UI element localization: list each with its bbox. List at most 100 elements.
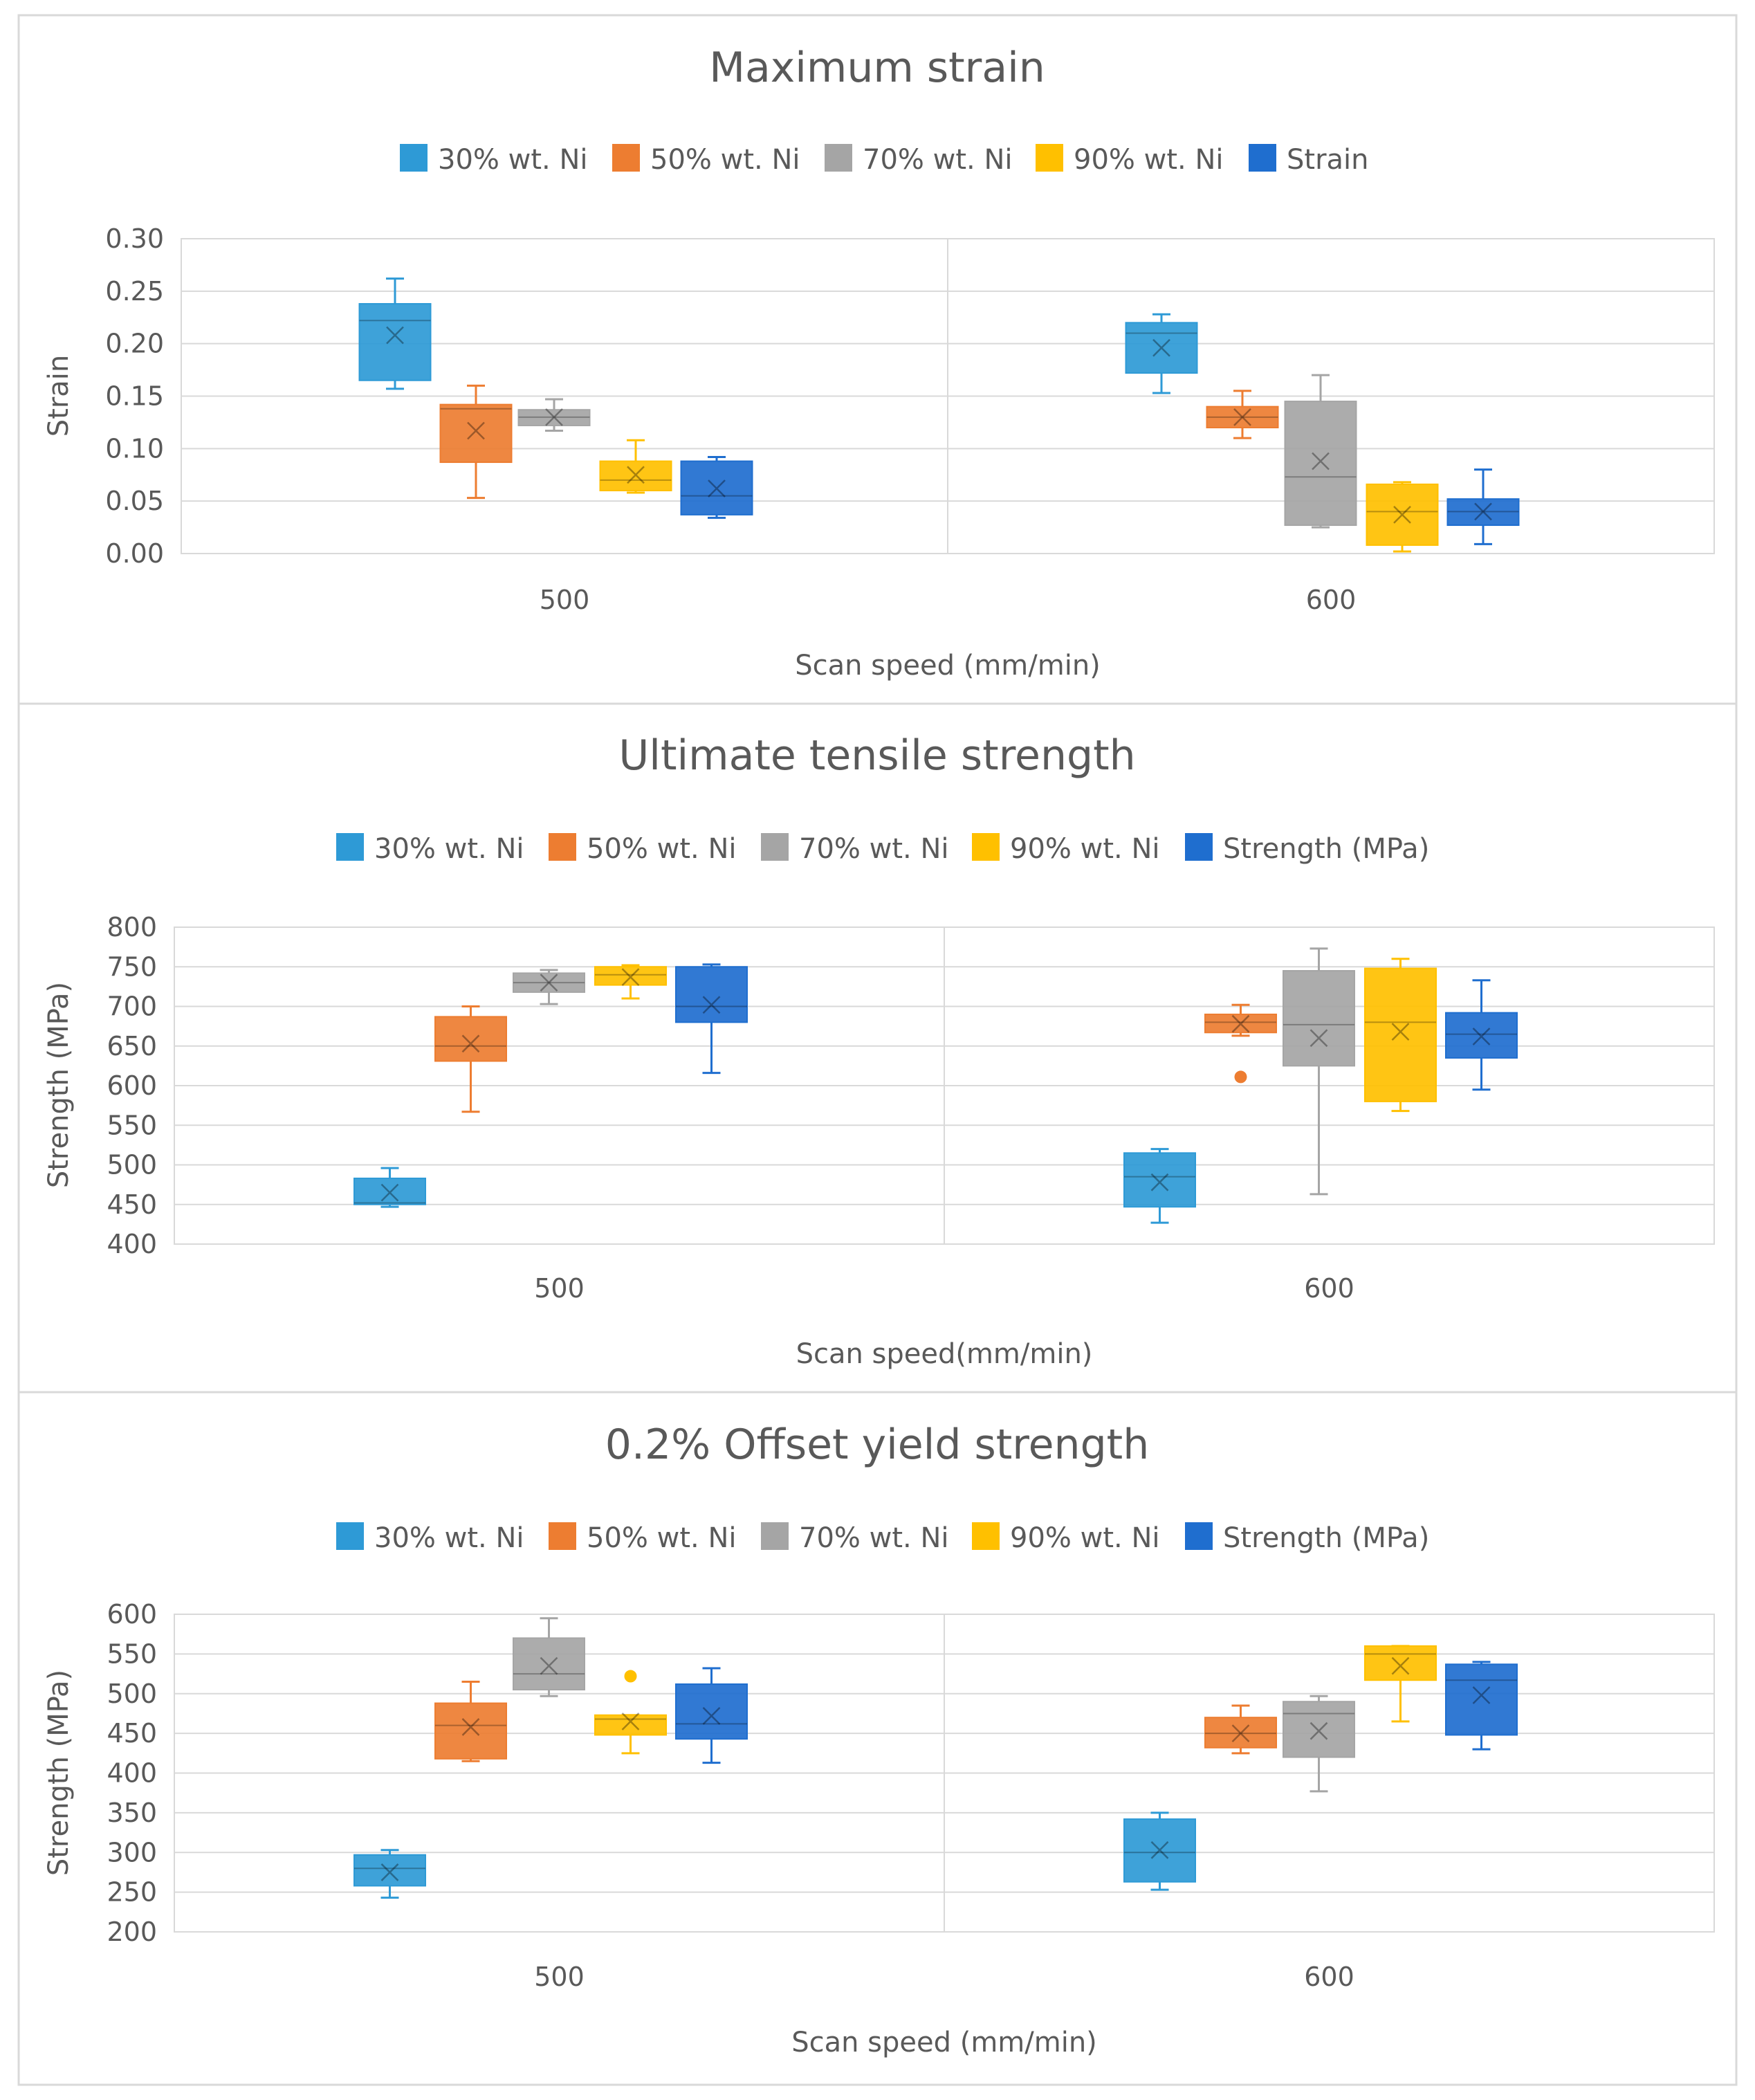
- mean-marker: [1472, 1686, 1491, 1704]
- chart-2-xtick-label-600: 600: [1304, 1273, 1354, 1304]
- chart-2-ytick-label: 700: [107, 992, 157, 1022]
- box-iqr: [1123, 1818, 1196, 1883]
- chart-1-ytick-label: 0.05: [105, 486, 164, 516]
- mean-marker: [380, 1863, 399, 1881]
- chart-1-ytick-label: 0.15: [105, 381, 164, 412]
- chart-2-legend-label-1: 30% wt. Ni: [374, 833, 524, 865]
- mean-marker: [461, 1034, 480, 1053]
- chart-2-legend-swatch-5: [1185, 833, 1213, 861]
- chart-2-box-1-500: [353, 1167, 426, 1208]
- chart-2-legend-swatch-2: [549, 833, 576, 861]
- chart-1-title: Maximum strain: [709, 44, 1045, 92]
- chart-3-legend-label-5: Strength (MPa): [1223, 1522, 1429, 1554]
- chart-3-xtick-label-500: 500: [534, 1962, 585, 1992]
- chart-panel-3: 0.2% Offset yield strength 30% wt. Ni 50% …: [17, 1391, 1738, 2086]
- box-iqr: [1445, 1012, 1518, 1059]
- chart-1-box-3-600: [1284, 374, 1357, 529]
- chart-2-box-5-600: [1445, 979, 1518, 1091]
- box-iqr: [1445, 1663, 1518, 1736]
- chart-3-legend-label-2: 50% wt. Ni: [587, 1522, 736, 1554]
- chart-3-box-3-600: [1283, 1695, 1355, 1793]
- chart-2-box-1-600: [1123, 1148, 1196, 1224]
- chart-3-box-3-500: [513, 1617, 585, 1697]
- chart-2-ytick-label: 400: [107, 1229, 157, 1259]
- box-iqr: [358, 303, 432, 381]
- box-iqr: [1283, 969, 1355, 1067]
- box-iqr: [1123, 1152, 1196, 1208]
- box-iqr: [353, 1854, 426, 1887]
- mean-marker: [540, 974, 558, 992]
- chart-2-ytick-label: 650: [107, 1031, 157, 1061]
- chart-1-box-5-500: [680, 455, 753, 519]
- chart-3-legend-swatch-4: [972, 1522, 1000, 1550]
- box-iqr: [513, 972, 585, 993]
- box-iqr: [680, 460, 753, 515]
- chart-1-ytick-label: 0.00: [105, 538, 164, 569]
- chart-2-legend-label-4: 90% wt. Ni: [1010, 833, 1159, 865]
- mean-marker: [1152, 338, 1170, 357]
- box-iqr: [1364, 967, 1437, 1102]
- mean-marker: [540, 1656, 558, 1675]
- outlier-point: [1234, 1070, 1247, 1084]
- mean-marker: [1391, 1656, 1410, 1675]
- chart-3-legend-label-1: 30% wt. Ni: [374, 1522, 524, 1554]
- box-iqr: [1364, 1645, 1437, 1681]
- chart-1-legend-label-2: 50% wt. Ni: [650, 144, 800, 176]
- chart-panel-1: Maximum strain 30% wt. Ni 50% wt. Ni 70% wt…: [17, 14, 1738, 705]
- box-iqr: [599, 460, 672, 491]
- chart-2-box-3-500: [513, 969, 585, 1005]
- chart-1-box-2-500: [439, 384, 513, 500]
- chart-3-ytick-label: 550: [107, 1638, 157, 1669]
- chart-2-xtick-label-500: 500: [534, 1273, 585, 1304]
- chart-3-xtick-label-600: 600: [1304, 1962, 1354, 1992]
- chart-3-legend-swatch-2: [549, 1522, 576, 1550]
- box-iqr: [594, 966, 667, 986]
- mean-marker: [708, 480, 726, 497]
- chart-2-x-axis-label: Scan speed(mm/min): [796, 1338, 1093, 1370]
- chart-1-legend-swatch-1: [400, 144, 428, 172]
- chart-1-box-4-600: [1366, 481, 1439, 553]
- box-iqr: [1204, 1013, 1277, 1034]
- chart-1-legend-swatch-3: [825, 144, 852, 172]
- chart-3-box-2-600: [1204, 1704, 1277, 1755]
- chart-panel-2: Ultimate tensile strength 30% wt. Ni 50% w…: [17, 702, 1738, 1394]
- mean-marker: [702, 996, 721, 1014]
- mean-marker: [1310, 1722, 1328, 1740]
- chart-3-box-4-500: [594, 1670, 667, 1755]
- mean-marker: [1150, 1173, 1169, 1191]
- chart-2-box-4-600: [1364, 958, 1437, 1113]
- chart-3-y-axis-label: Strength (MPa): [43, 1670, 75, 1876]
- mean-marker: [545, 408, 563, 426]
- chart-2-box-3-600: [1283, 947, 1355, 1196]
- box-iqr: [517, 409, 591, 426]
- chart-2-ytick-label: 500: [107, 1150, 157, 1180]
- chart-1-box-3-500: [517, 398, 591, 432]
- box-iqr: [1125, 322, 1198, 374]
- box-iqr: [1283, 1701, 1355, 1758]
- box-iqr: [1446, 498, 1520, 527]
- chart-1-legend-label-3: 70% wt. Ni: [863, 144, 1012, 176]
- mean-marker: [1233, 408, 1251, 426]
- chart-1-ytick-label: 0.10: [105, 433, 164, 464]
- chart-3-legend-swatch-3: [761, 1522, 789, 1550]
- chart-3-box-4-600: [1364, 1645, 1437, 1723]
- mean-marker: [467, 421, 485, 440]
- chart-2-ytick-label: 750: [107, 951, 157, 982]
- mean-marker: [380, 1183, 399, 1202]
- chart-1-legend-label-5: Strain: [1287, 144, 1369, 176]
- chart-3-ytick-label: 600: [107, 1599, 157, 1629]
- chart-1-box-2-600: [1206, 390, 1279, 439]
- chart-1-xtick-label-600: 600: [1306, 585, 1357, 615]
- mean-marker: [627, 466, 645, 484]
- chart-2-ytick-label: 450: [107, 1189, 157, 1220]
- chart-1-ytick-label: 0.20: [105, 329, 164, 359]
- chart-3-ytick-label: 350: [107, 1798, 157, 1828]
- mean-marker: [386, 326, 404, 345]
- chart-3-legend-swatch-1: [336, 1522, 364, 1550]
- chart-3-legend-swatch-5: [1185, 1522, 1213, 1550]
- box-iqr: [1204, 1717, 1277, 1749]
- mean-marker: [1393, 505, 1411, 524]
- chart-1-y-axis-label: Strain: [43, 355, 75, 437]
- chart-2-legend-label-2: 50% wt. Ni: [587, 833, 736, 865]
